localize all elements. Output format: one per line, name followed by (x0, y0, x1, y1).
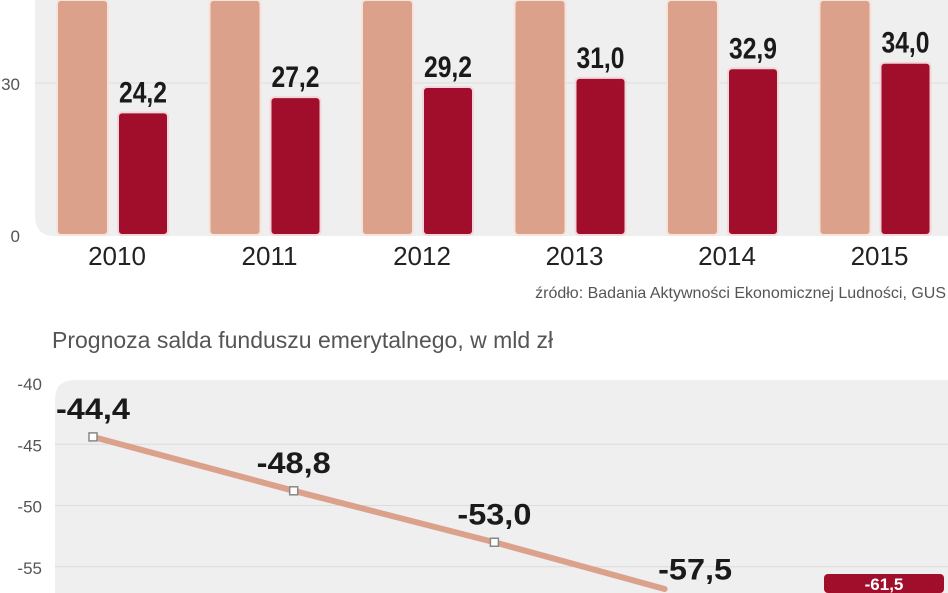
bar-light (666, 0, 719, 236)
bar-dark (117, 111, 169, 236)
bar-light (513, 0, 567, 236)
bar-dark (879, 61, 932, 236)
data-label: 32,9 (729, 32, 777, 65)
data-label: 27,2 (272, 61, 320, 94)
bar-plot-area (35, 0, 948, 236)
data-label: -44,4 (56, 393, 130, 426)
line-chart-title: Prognoza salda funduszu emerytalnego, w … (52, 327, 554, 353)
x-tick-label: 2012 (393, 241, 451, 271)
y-tick-label: -45 (17, 436, 42, 455)
y-tick-label: 0 (11, 227, 20, 246)
y-tick-label: -55 (17, 559, 42, 578)
bar-light (56, 0, 109, 236)
data-label: 31,0 (577, 42, 625, 75)
x-tick-label: 2010 (88, 241, 146, 271)
x-tick-label: 2013 (546, 241, 604, 271)
x-tick-label: 2015 (851, 241, 909, 271)
bar-light (361, 0, 414, 236)
data-point (489, 537, 500, 547)
data-label: 29,2 (424, 51, 472, 84)
highlight-badge (824, 574, 944, 593)
bar-dark (422, 86, 474, 237)
data-label: -48,8 (257, 447, 331, 480)
line-plot-area (55, 380, 948, 593)
x-tick-label: 2011 (242, 241, 298, 271)
data-label: -53,0 (457, 498, 531, 531)
bar-light (208, 0, 262, 236)
bar-light (818, 0, 872, 236)
y-tick-label: 30 (1, 75, 20, 94)
source-note: źródło: Badania Aktywności Ekonomicznej … (535, 285, 946, 302)
y-tick-label: -50 (17, 498, 42, 517)
data-label: -61,5 (865, 575, 904, 593)
data-label: -57,5 (658, 553, 732, 586)
data-point (88, 432, 98, 442)
data-label: 24,2 (119, 76, 167, 109)
data-label: 34,0 (882, 27, 930, 60)
series-line (90, 433, 668, 592)
bar-dark (269, 96, 322, 237)
x-tick-label: 2014 (698, 241, 756, 271)
bar-dark (727, 67, 779, 236)
y-tick-label: -40 (17, 375, 42, 394)
bar-dark (574, 76, 627, 236)
data-point (288, 486, 299, 496)
